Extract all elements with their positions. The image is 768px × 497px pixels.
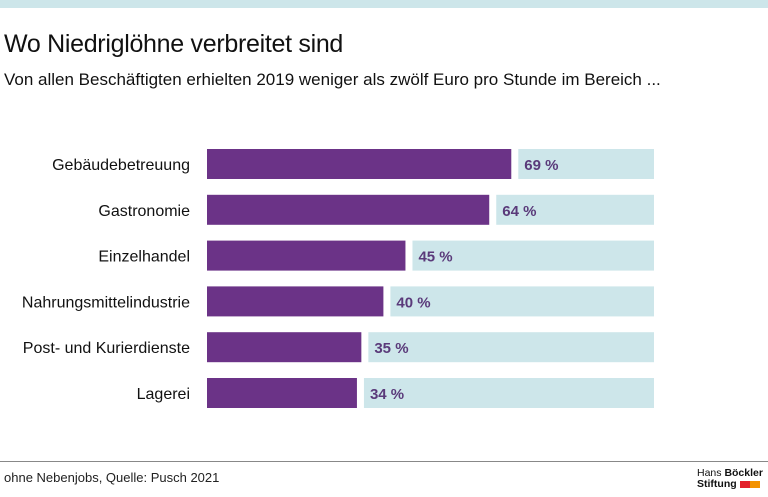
value-label: 64 % bbox=[502, 203, 536, 220]
bar-track bbox=[368, 332, 654, 363]
bar-chart: Gebäudebetreuung 69 % Gastronomie 64 % Einze… bbox=[22, 149, 654, 408]
value-label: 35 % bbox=[374, 340, 408, 357]
value-label: 69 % bbox=[524, 157, 558, 174]
hans-boeckler-logo: Hans Böckler Stiftung bbox=[697, 467, 763, 490]
chart-subtitle: Von allen Beschäftigten erhielten 2019 w… bbox=[4, 70, 661, 89]
bar bbox=[207, 378, 357, 408]
category-label: Einzelhandel bbox=[98, 249, 190, 266]
value-label: 45 % bbox=[418, 249, 452, 266]
category-label: Gastronomie bbox=[98, 203, 190, 220]
category-label: Gebäudebetreuung bbox=[52, 157, 190, 174]
value-label: 34 % bbox=[370, 386, 404, 403]
bar bbox=[207, 332, 362, 363]
chart-title: Wo Niedriglöhne verbreitet sind bbox=[4, 30, 344, 58]
top-band bbox=[0, 0, 768, 8]
bar bbox=[207, 194, 490, 225]
bar bbox=[207, 149, 512, 179]
bar bbox=[207, 240, 406, 271]
category-label: Nahrungsmittelindustrie bbox=[22, 294, 190, 311]
bar-track bbox=[518, 149, 654, 179]
source-note: ohne Nebenjobs, Quelle: Pusch 2021 bbox=[4, 470, 220, 485]
value-label: 40 % bbox=[396, 294, 430, 311]
bar-track bbox=[412, 240, 654, 271]
bar-track bbox=[496, 194, 654, 225]
bar-track bbox=[390, 286, 654, 317]
bar bbox=[207, 286, 384, 317]
category-label: Lagerei bbox=[137, 386, 190, 403]
footer-divider bbox=[0, 461, 768, 462]
bar-track bbox=[363, 378, 654, 408]
category-label: Post- und Kurierdienste bbox=[23, 340, 190, 357]
